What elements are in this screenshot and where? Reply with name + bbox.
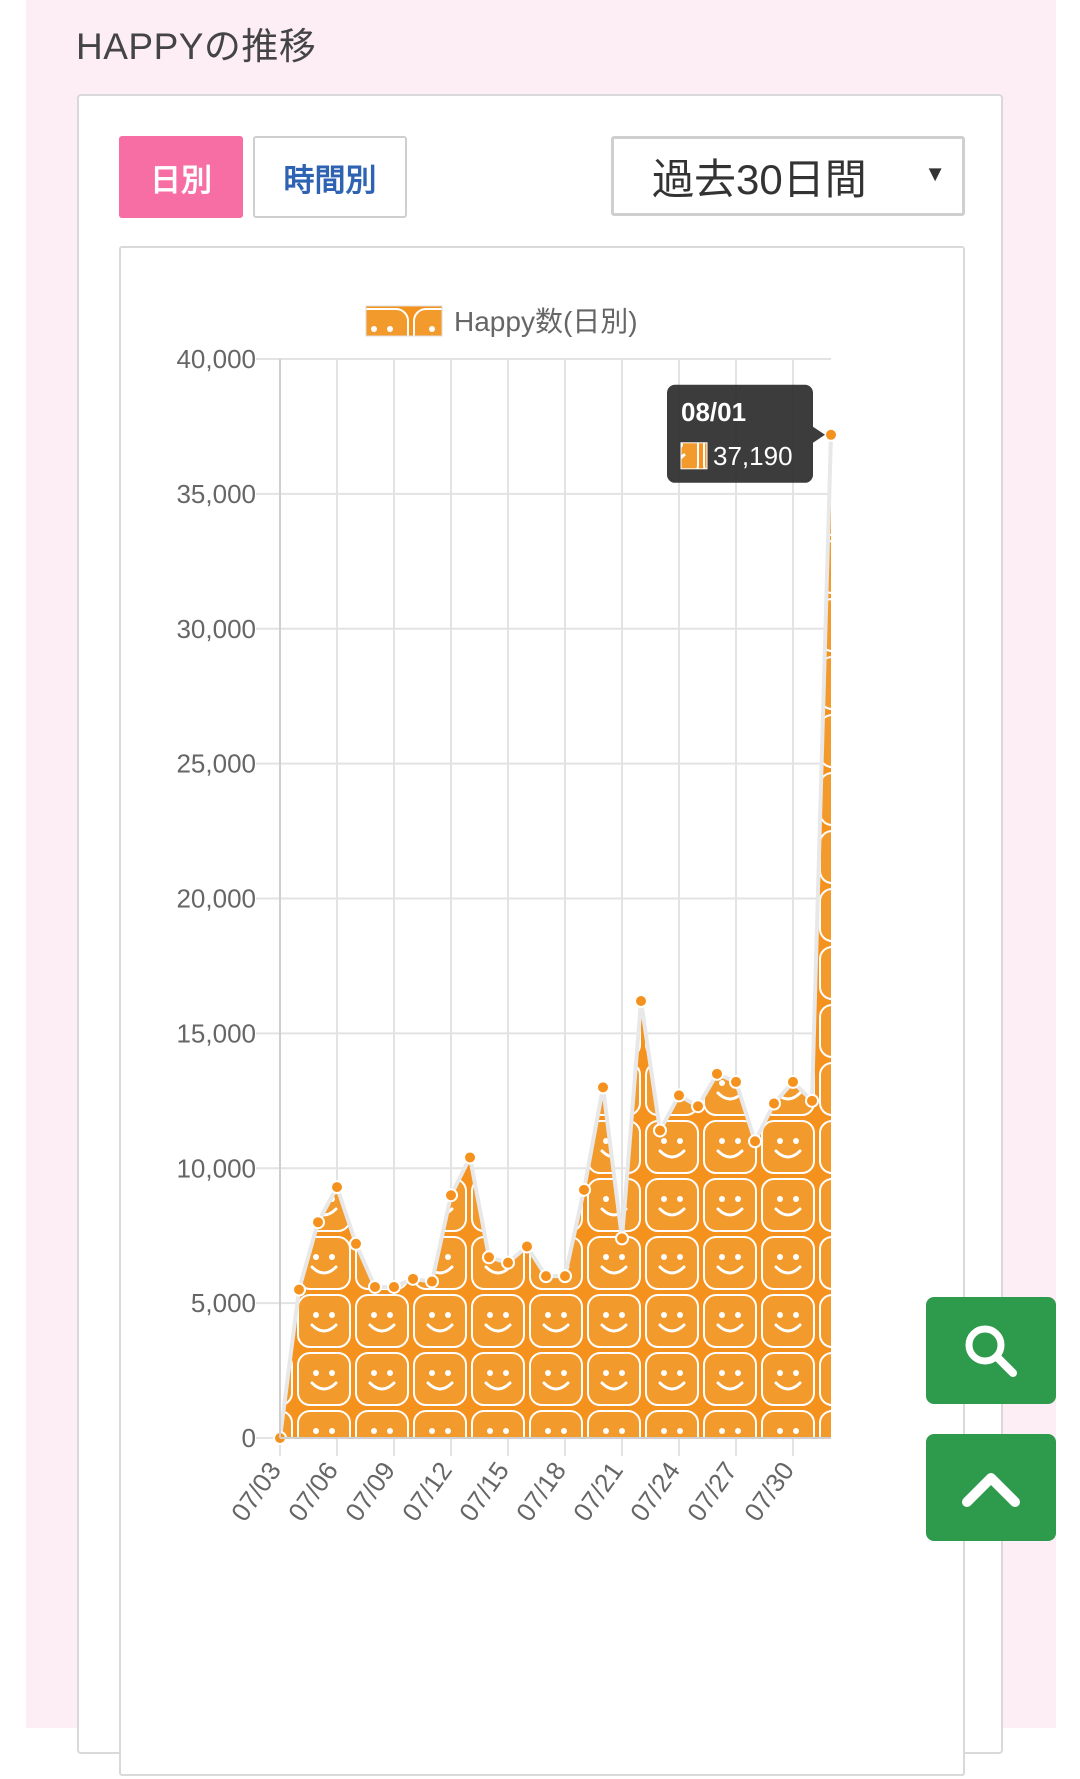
tab-daily[interactable]: 日別	[119, 136, 243, 218]
data-point	[444, 1188, 458, 1203]
tooltip-date: 08/01	[681, 397, 746, 427]
data-point	[596, 1080, 610, 1095]
data-point	[691, 1099, 705, 1114]
x-tick-label: 07/18	[510, 1456, 572, 1527]
data-point	[558, 1269, 572, 1284]
y-tick-label: 20,000	[176, 884, 256, 914]
y-tick-label: 40,000	[176, 344, 256, 374]
y-tick-label: 15,000	[176, 1018, 256, 1048]
data-point	[615, 1231, 629, 1246]
x-tick-label: 07/12	[396, 1456, 458, 1527]
tooltip-caret	[813, 426, 825, 443]
data-point	[387, 1279, 401, 1294]
data-point	[748, 1134, 762, 1149]
legend-swatch	[365, 305, 443, 337]
period-select[interactable]: 過去30日間 ▼	[611, 136, 965, 216]
y-tick-label: 30,000	[176, 614, 256, 644]
search-button[interactable]	[926, 1297, 1056, 1404]
x-tick-label: 07/03	[225, 1456, 287, 1527]
data-point	[330, 1180, 344, 1195]
series-area	[280, 434, 831, 1438]
data-point	[349, 1236, 363, 1251]
data-point	[577, 1182, 591, 1197]
legend-label: Happy数(日別)	[454, 306, 638, 337]
data-point	[805, 1093, 819, 1108]
y-tick-label: 5,000	[191, 1288, 256, 1318]
data-point	[786, 1074, 800, 1089]
data-point	[463, 1150, 477, 1165]
x-tick-label: 07/21	[567, 1456, 629, 1527]
tab-hourly[interactable]: 時間別	[253, 136, 407, 218]
x-tick-label: 07/27	[681, 1456, 743, 1527]
x-tick-label: 07/09	[339, 1456, 401, 1527]
data-point	[539, 1269, 553, 1284]
happy-chart[interactable]: 0 5,000 10,000 15,000 20,000 25,000 30,000 35,0…	[121, 248, 963, 1774]
data-point	[520, 1239, 534, 1254]
search-icon	[965, 1325, 1017, 1377]
scroll-top-button[interactable]	[926, 1434, 1056, 1541]
y-tick-label: 35,000	[176, 479, 256, 509]
y-tick-label: 0	[242, 1423, 256, 1453]
chart-card: 日別 時間別 過去30日間 ▼ 0 5,000 10,000 15,000 20,000…	[77, 94, 1003, 1776]
tooltip-value: 37,190	[713, 441, 793, 471]
data-point	[425, 1274, 439, 1289]
data-point	[653, 1123, 667, 1138]
data-point	[710, 1066, 724, 1081]
dropdown-arrow-icon: ▼	[924, 161, 946, 186]
data-point	[311, 1215, 325, 1230]
section-title: HAPPYの推移	[76, 26, 317, 67]
x-tick-label: 07/24	[624, 1456, 686, 1527]
chart-container: 0 5,000 10,000 15,000 20,000 25,000 30,000 35,0…	[119, 246, 965, 1776]
x-tick-label: 07/06	[282, 1456, 344, 1527]
data-point	[292, 1282, 306, 1297]
data-point	[368, 1279, 382, 1294]
data-point	[729, 1074, 743, 1089]
y-tick-label: 25,000	[176, 749, 256, 779]
period-select-value: 過去30日間	[652, 155, 867, 203]
x-tick-label: 07/15	[453, 1456, 515, 1527]
tooltip-swatch	[680, 442, 708, 470]
data-point	[767, 1096, 781, 1111]
chevron-up-icon	[962, 1472, 1020, 1507]
data-point	[482, 1250, 496, 1265]
series-line	[278, 434, 833, 1439]
data-point	[672, 1088, 686, 1103]
data-point	[824, 427, 838, 442]
data-point	[634, 994, 648, 1009]
x-tick-label: 07/30	[738, 1456, 800, 1527]
data-point	[501, 1255, 515, 1270]
y-tick-label: 10,000	[176, 1153, 256, 1183]
data-point	[406, 1271, 420, 1286]
